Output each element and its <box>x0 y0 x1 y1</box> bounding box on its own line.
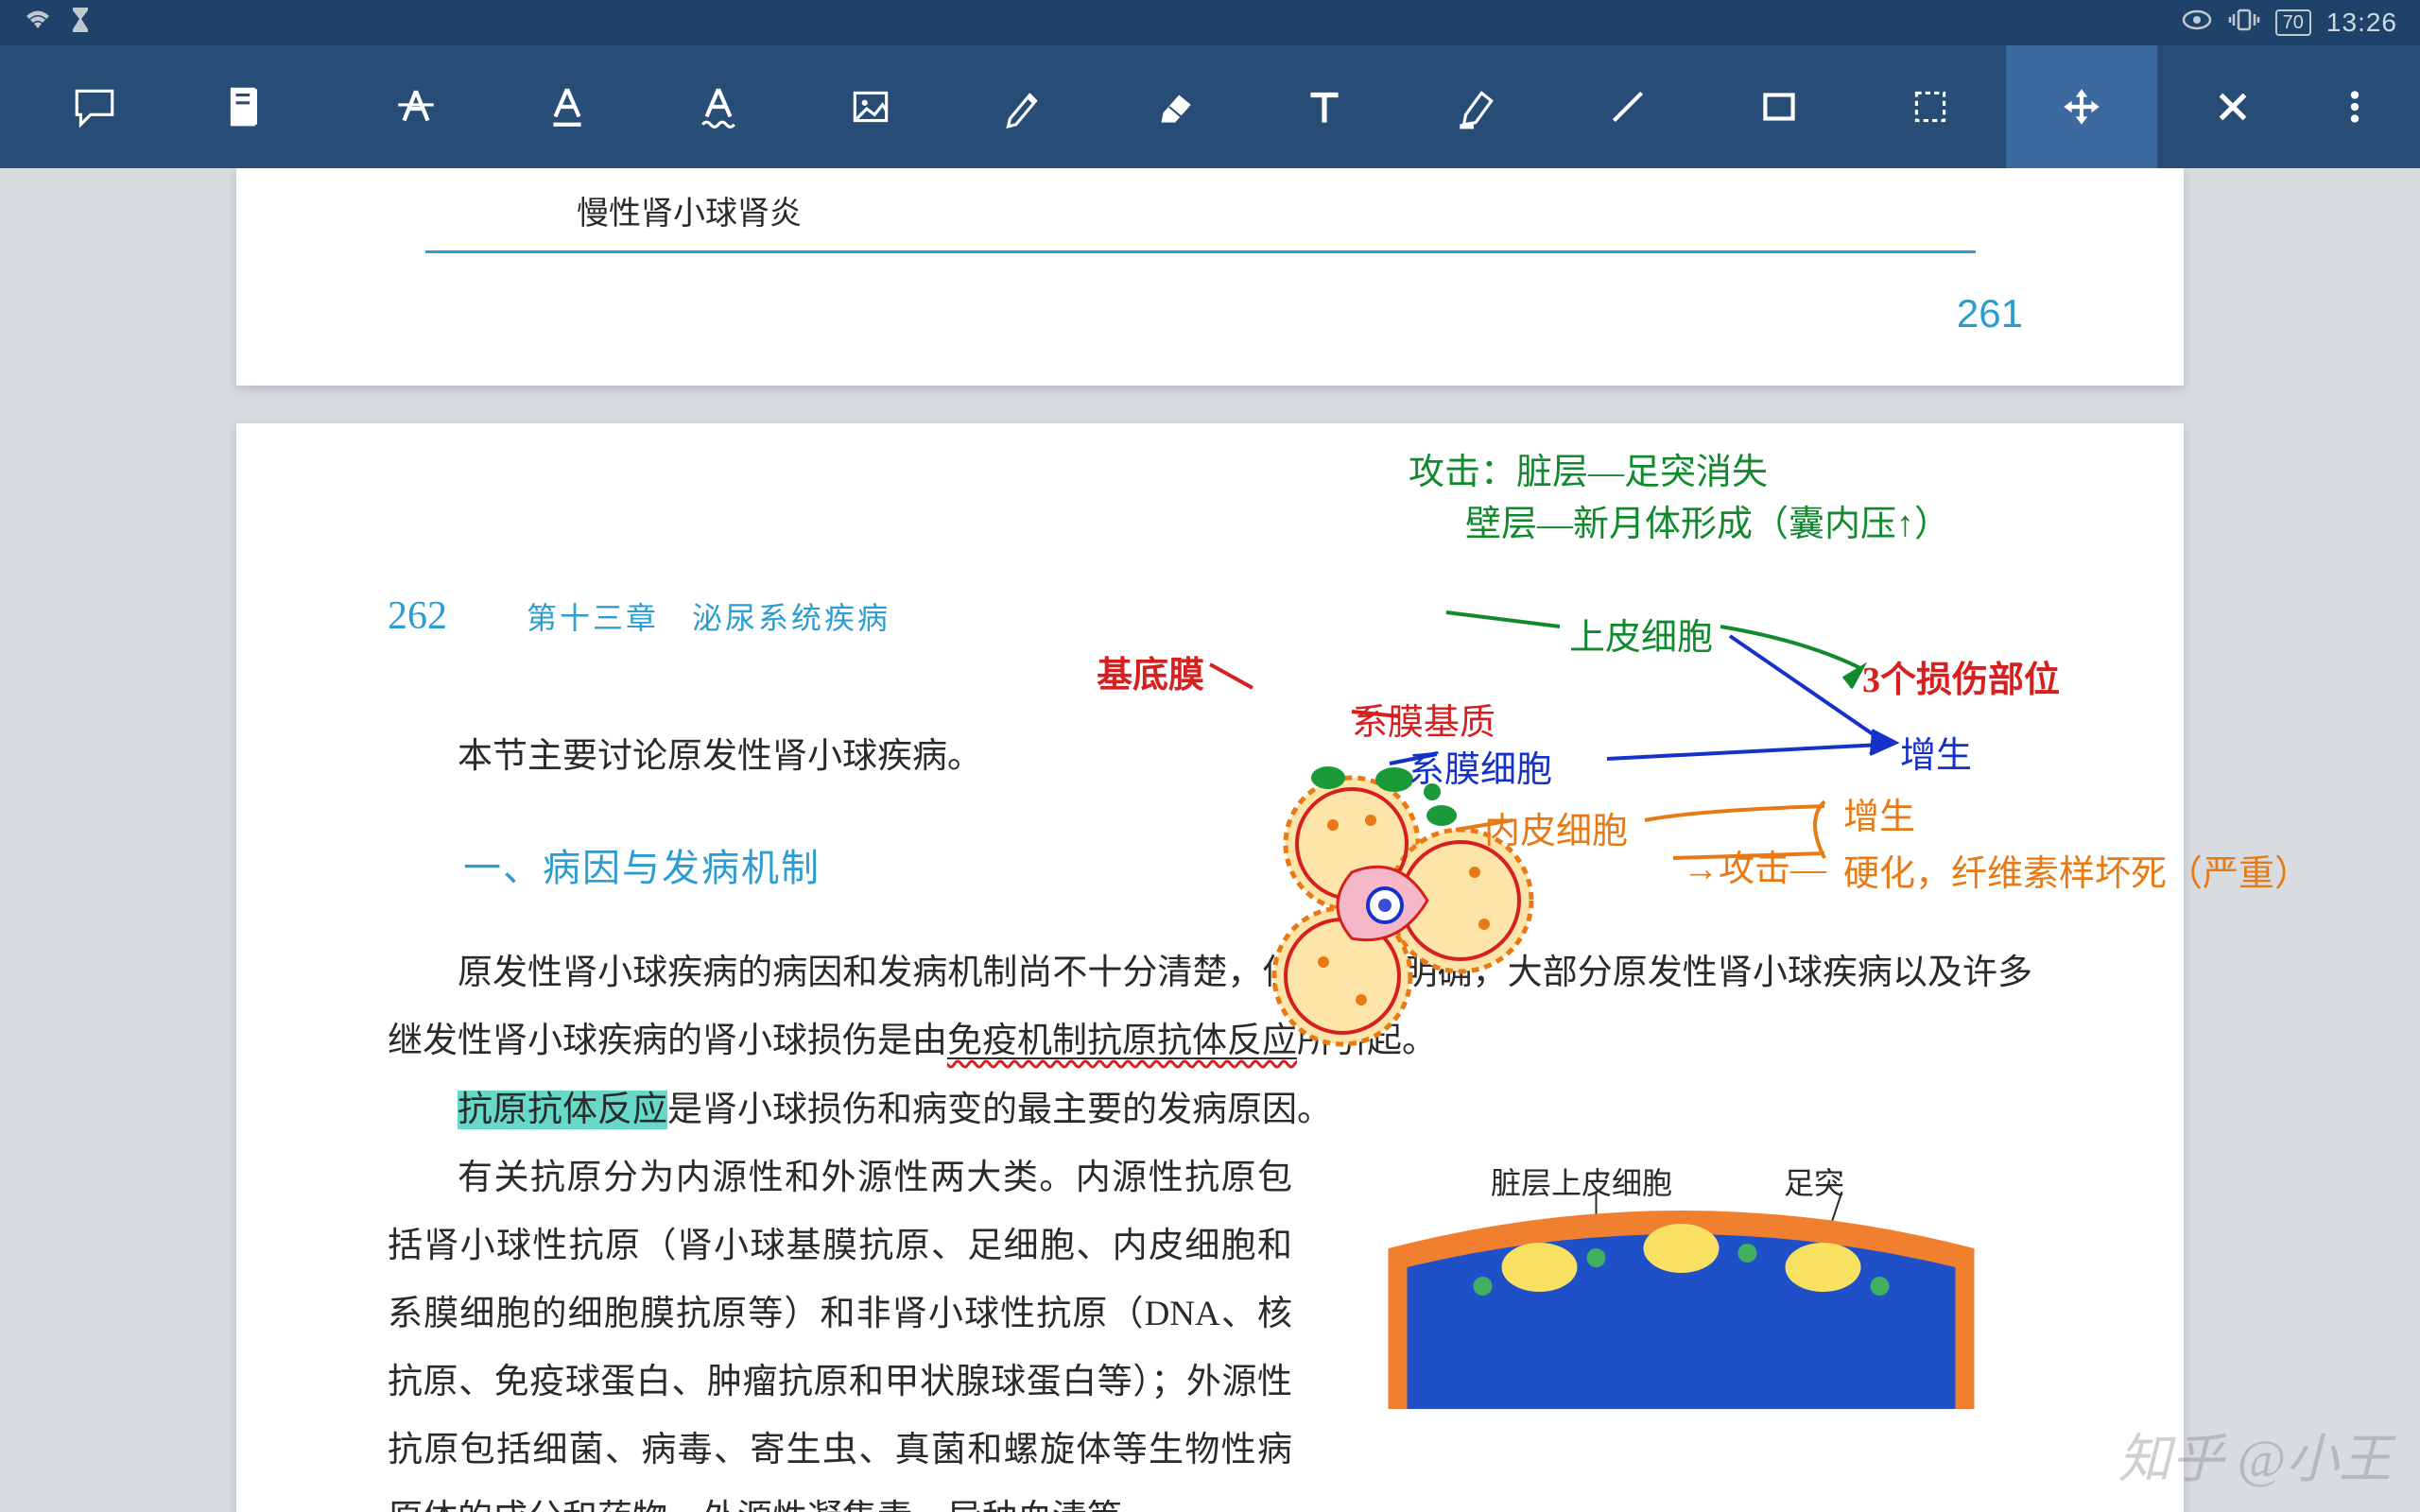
section-heading: 一、病因与发病机制 <box>388 837 2032 892</box>
eraser-tool[interactable] <box>1098 45 1249 168</box>
battery-indicator: 70 <box>2275 9 2311 36</box>
paragraph-2: 抗原抗体反应是肾小球损伤和病变的最主要的发病原因。 <box>388 1076 2032 1144</box>
fig-label-1: 脏层上皮细胞 <box>1491 1154 1672 1212</box>
handdrawn-diagram <box>1238 759 1560 1061</box>
pan-tool[interactable] <box>2006 45 2157 168</box>
line-tool[interactable] <box>1551 45 1703 168</box>
vibrate-icon <box>2228 7 2260 40</box>
page1-divider <box>425 250 1976 253</box>
fig-label-2: 足突 <box>1784 1154 1844 1212</box>
paragraph-3: 有关抗原分为内源性和外源性两大类。内源性抗原包括肾小球性抗原（肾小球基膜抗原、足… <box>388 1144 1292 1512</box>
underline-tool[interactable] <box>492 45 643 168</box>
close-button[interactable] <box>2157 45 2308 168</box>
sidebar-tool[interactable] <box>170 45 321 168</box>
textbook-figure-svg <box>1330 1144 2032 1409</box>
page1-number: 261 <box>1957 291 2023 336</box>
highlighter-tool[interactable] <box>1400 45 1551 168</box>
pdf-page-262[interactable]: 262 第十三章 泌尿系统疾病 本节主要讨论原发性肾小球疾病。 一、病因与发病机… <box>236 423 2184 1512</box>
intro-paragraph: 本节主要讨论原发性肾小球疾病。 <box>388 724 2032 790</box>
document-canvas[interactable]: 慢性肾小球肾炎 261 262 第十三章 泌尿系统疾病 本节主要讨论原发性肾小球… <box>0 168 2420 1512</box>
hourglass-icon <box>70 6 91 41</box>
pen-tool[interactable] <box>946 45 1098 168</box>
battery-pct: 70 <box>2283 12 2304 34</box>
textbook-figure: 脏层上皮细胞 足突 <box>1330 1144 2032 1512</box>
chapter-heading: 第十三章 泌尿系统疾病 <box>527 594 890 638</box>
annot-red-3: 3个损伤部位 <box>1862 650 2060 702</box>
select-tool[interactable] <box>1855 45 2006 168</box>
more-menu[interactable] <box>2308 45 2401 168</box>
paragraph-1: 原发性肾小球疾病的病因和发病机制尚不十分清楚，但目前已明确，大部分原发性肾小球疾… <box>388 939 2032 1075</box>
strikethrough-tool[interactable] <box>340 45 492 168</box>
annot-green-2: 壁层—新月体形成（囊内压↑） <box>1465 494 1950 546</box>
eye-care-icon <box>2181 8 2213 38</box>
annotation-toolbar <box>0 45 2420 168</box>
comment-tool[interactable] <box>19 45 170 168</box>
highlighted-text: 抗原抗体反应 <box>458 1091 667 1129</box>
page1-partial-text: 慢性肾小球肾炎 <box>577 187 2032 233</box>
annot-green-1: 攻击：脏层—足突消失 <box>1409 442 1768 494</box>
page2-number: 262 <box>388 593 447 639</box>
squiggly-tool[interactable] <box>643 45 794 168</box>
image-tool[interactable] <box>794 45 945 168</box>
status-bar: 70 13:26 <box>0 0 2420 45</box>
rectangle-tool[interactable] <box>1703 45 1855 168</box>
text-tool[interactable] <box>1249 45 1400 168</box>
pdf-page-261[interactable]: 慢性肾小球肾炎 261 <box>236 168 2184 386</box>
annot-red-1: 基底膜 <box>1097 645 1204 697</box>
annot-orange-2a: 增生 <box>1843 787 1915 839</box>
wifi-icon <box>23 8 53 39</box>
body-text: 原发性肾小球疾病的病因和发病机制尚不十分清楚，但目前已明确，大部分原发性肾小球疾… <box>388 939 2032 1512</box>
watermark: 知乎 @小王 <box>2118 1417 2392 1493</box>
clock: 13:26 <box>2326 8 2397 38</box>
